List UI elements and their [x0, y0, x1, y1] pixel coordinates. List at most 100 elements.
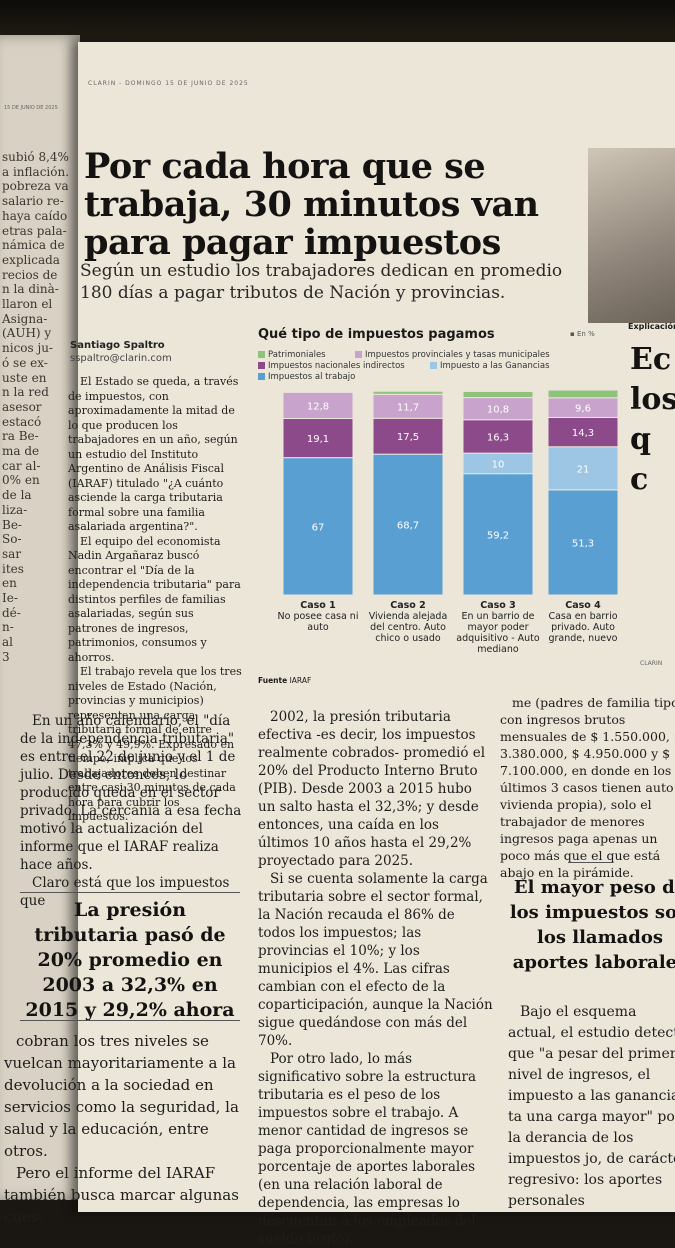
side-photo	[588, 148, 675, 323]
left-page-text-fragment: 3	[2, 649, 10, 664]
source-label: Fuente	[258, 676, 288, 685]
left-page-text-fragment: haya caído	[2, 208, 68, 223]
left-page-text-fragment: estacó	[2, 414, 42, 429]
author-name: Santiago Spaltro	[70, 340, 165, 351]
left-page-text-fragment: uste en	[2, 370, 47, 385]
author-email: sspaltro@clarin.com	[70, 353, 172, 364]
category-description: Casa en barrio privado. Auto grande, nue…	[548, 611, 618, 644]
chart-source: Fuente IARAF	[258, 676, 311, 685]
paragraph: Claro está que los impuestos que	[20, 875, 230, 909]
side-letters: Ec	[630, 342, 672, 377]
bar-segment	[462, 390, 534, 399]
article-column-1-lower: En un año calendario, el "día de la inde…	[20, 712, 245, 910]
sidehead: El mayor peso de los impuestos son los l…	[509, 877, 675, 973]
paragraph: El Estado se queda, a través de impuesto…	[68, 375, 239, 533]
legend-swatch	[258, 351, 265, 358]
left-page-text-fragment: Ie-	[2, 591, 18, 605]
bar-value-label: 10	[492, 459, 505, 470]
category-label: Caso 1 No posee casa ni auto	[273, 600, 363, 633]
left-page-text-fragment: etras pala-	[2, 223, 67, 238]
left-page-text-fragment: liza-	[2, 502, 28, 517]
left-page-text-fragment: de la	[2, 488, 32, 503]
chart-unit-text: En %	[576, 330, 595, 338]
left-page-text-fragment: ites	[2, 561, 24, 576]
bar-value-label: 67	[312, 522, 325, 533]
category-description: No posee casa ni auto	[277, 611, 359, 633]
legend-label: Impuestos al trabajo	[268, 372, 356, 382]
running-head: CLARIN - DOMINGO 15 DE JUNIO DE 2025	[88, 80, 249, 87]
paragraph: El equipo del economista Nadin Argañaraz…	[68, 534, 241, 664]
paragraph: me (padres de familia tipo con ingresos …	[500, 695, 675, 880]
chart-title: Qué tipo de impuestos pagamos	[258, 327, 495, 342]
legend-item: Impuestos al trabajo	[258, 372, 355, 382]
left-page-date: 15 DE JUNIO DE 2025	[4, 105, 58, 111]
byline: Santiago Spaltro sspaltro@clarin.com	[70, 340, 172, 364]
bar-value-label: 14,3	[572, 428, 594, 439]
left-page-text-fragment: sar	[2, 546, 22, 561]
bar-segment	[547, 489, 619, 596]
legend-swatch	[430, 362, 437, 369]
pullquote-rule	[20, 1020, 240, 1021]
bar-value-label: 68,7	[397, 521, 419, 532]
left-page-text-fragment: asesor	[2, 399, 42, 414]
left-page-text-fragment: en	[2, 576, 17, 591]
legend-label: Patrimoniales	[268, 350, 326, 360]
bar-segment	[547, 389, 619, 399]
bar-segment	[282, 390, 354, 393]
bar-value-label: 12,8	[307, 401, 329, 412]
left-page-text-fragment: 0% en	[2, 473, 40, 488]
legend-swatch	[258, 362, 265, 369]
legend-item: Impuestos nacionales indirectos	[258, 361, 405, 371]
bar-value-label: 17,5	[397, 432, 419, 443]
paragraph: Por otro lado, lo más significativo sobr…	[258, 1051, 477, 1247]
side-letters: q	[630, 422, 651, 457]
left-page-text-fragment: n-	[2, 620, 14, 635]
legend-item: Impuesto a las Ganancias	[430, 361, 550, 371]
category-label: Caso 4 Casa en barrio privado. Auto grand…	[538, 600, 628, 644]
paragraph: En un año calendario, el "día de la inde…	[20, 713, 242, 873]
left-page-text-fragment: llaron el	[2, 297, 53, 311]
bar-value-label: 59,2	[487, 530, 509, 541]
side-letters: los	[630, 382, 675, 417]
article-column-3: me (padres de familia tipo con ingresos …	[500, 694, 675, 881]
left-page-text-fragment: Be-	[2, 517, 22, 532]
article-column-2: 2002, la presión tributaria efectiva -es…	[258, 708, 493, 1248]
left-page-text-fragment: So-	[2, 532, 22, 547]
left-page-text-fragment: nicos ju-	[2, 341, 53, 356]
article-subhead: Según un estudio los trabajadores dedica…	[80, 261, 563, 303]
paragraph: Pero el informe del IARAF también busca …	[4, 1164, 239, 1226]
category-description: En un barrio de mayor poder adquisitivo …	[456, 611, 540, 655]
bar-value-label: 10,8	[487, 405, 509, 416]
bar-segment	[372, 453, 444, 596]
left-page-text-fragment: subió 8,4%	[2, 150, 69, 164]
legend-swatch	[355, 351, 362, 358]
left-page-text-fragment: ó se ex-	[2, 355, 48, 370]
newspaper-page	[78, 42, 675, 1212]
bar-segment	[282, 391, 354, 419]
chart-credit: CLARIN	[640, 660, 663, 667]
article-column-1-bottom: cobran los tres niveles se vuelcan mayor…	[4, 1030, 244, 1228]
pullquote: La presión tributaria pasó de 20% promed…	[25, 899, 235, 1021]
left-page-text-fragment: recios de	[2, 267, 58, 282]
category-title: Caso 3	[480, 600, 516, 611]
bar-value-label: 16,3	[487, 432, 509, 443]
stacked-bar-chart: 67 19,1 12,8 68,7 17,5 11,7 59,2 10 16,3 10,8 51,3…	[282, 389, 619, 596]
category-label: Caso 3 En un barrio de mayor poder adquis…	[453, 600, 543, 655]
legend-label: Impuestos nacionales indirectos	[268, 361, 405, 371]
left-page-text-fragment: salario re-	[2, 194, 64, 209]
paragraph: 2002, la presión tributaria efectiva -es…	[258, 709, 486, 869]
bar-segment	[547, 446, 619, 491]
side-headline-fragment: Ec los q c	[630, 340, 675, 500]
bar-value-label: 9,6	[575, 404, 591, 415]
bar-segment	[282, 457, 354, 596]
bar-value-label: 11,7	[397, 402, 419, 413]
legend-swatch	[258, 373, 265, 380]
category-description: Vivienda alejada del centro. Auto chico …	[368, 611, 448, 644]
chart-unit-note: ▪ En %	[570, 330, 595, 338]
bar-value-label: 51,3	[572, 538, 594, 549]
bar-value-label: 21	[577, 464, 590, 475]
sidehead-rule	[568, 862, 613, 863]
left-page-text-fragment: ma de	[2, 444, 40, 458]
left-page-text-fragment: explicada	[2, 252, 60, 267]
left-page-text-fragment: pobreza va	[2, 179, 69, 194]
